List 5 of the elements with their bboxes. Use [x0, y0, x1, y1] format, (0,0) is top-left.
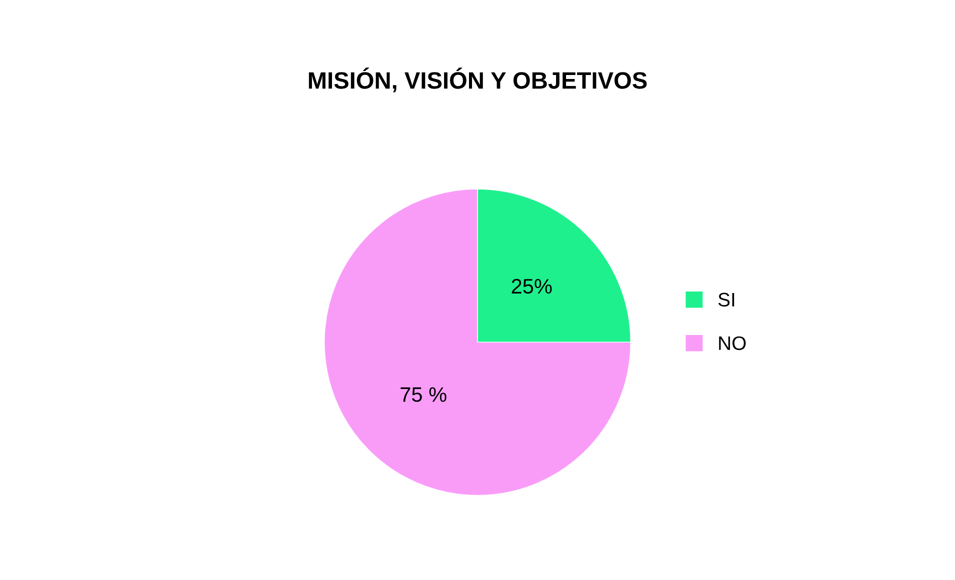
chart-title: MISIÓN, VISIÓN Y OBJETIVOS: [308, 68, 647, 92]
data-label: 25%: [512, 278, 552, 294]
legend-label: SI: [718, 292, 734, 307]
data-label: 75 %: [400, 387, 446, 402]
legend-label: NO: [719, 336, 746, 350]
